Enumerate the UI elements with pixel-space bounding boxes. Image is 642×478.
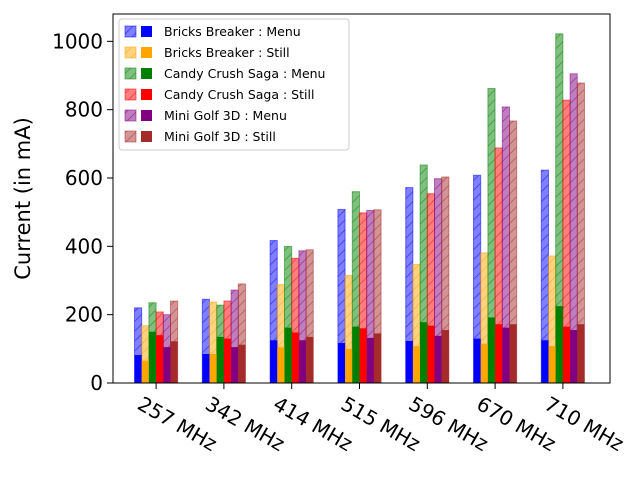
bar-candy-crush-saga-still-solid-257-mhz bbox=[156, 335, 164, 383]
bar-bricks-breaker-still-solid-257-mhz bbox=[141, 360, 149, 383]
legend-swatch-solid bbox=[141, 47, 152, 58]
bar-candy-crush-saga-menu-solid-515-mhz bbox=[352, 326, 360, 383]
bar-bricks-breaker-still-solid-342-mhz bbox=[209, 353, 217, 383]
legend-label: Mini Golf 3D : Still bbox=[164, 129, 276, 144]
bar-candy-crush-saga-menu-solid-670-mhz bbox=[487, 317, 496, 383]
legend-swatch-hatched bbox=[124, 46, 137, 59]
bar-bricks-breaker-still-solid-515-mhz bbox=[345, 348, 353, 383]
y-tick-label-200: 200 bbox=[65, 303, 103, 327]
legend-label: Candy Crush Saga : Menu bbox=[164, 66, 325, 81]
legend-entry-candy-crush-saga-menu: Candy Crush Saga : Menu bbox=[124, 66, 325, 81]
legend: Bricks Breaker : Menu Bricks Breaker : St… bbox=[118, 18, 350, 151]
bar-bricks-breaker-menu-solid-414-mhz bbox=[270, 340, 278, 383]
bar-candy-crush-saga-still-solid-414-mhz bbox=[291, 332, 299, 383]
plot-frame bbox=[112, 13, 611, 384]
bar-group-414-mhz bbox=[269, 240, 314, 384]
legend-swatch-solid bbox=[141, 26, 152, 37]
bar-mini-golf-3d-still-solid-670-mhz bbox=[509, 324, 517, 383]
bar-bricks-breaker-still-solid-414-mhz bbox=[277, 347, 285, 383]
bar-mini-golf-3d-still-solid-515-mhz bbox=[373, 333, 382, 383]
bar-candy-crush-saga-still-solid-670-mhz bbox=[495, 324, 503, 383]
y-tick-label-800: 800 bbox=[65, 98, 103, 122]
bar-candy-crush-saga-menu-solid-414-mhz bbox=[284, 327, 292, 383]
legend-entry-mini-golf-3d-menu: Mini Golf 3D : Menu bbox=[124, 108, 287, 123]
bar-group-670-mhz bbox=[473, 87, 518, 384]
bar-bricks-breaker-still-solid-710-mhz bbox=[548, 346, 556, 383]
bars-layer bbox=[134, 33, 585, 384]
bar-mini-golf-3d-menu-solid-670-mhz bbox=[502, 327, 510, 383]
legend-entry-mini-golf-3d-still: Mini Golf 3D : Still bbox=[124, 129, 276, 144]
legend-label: Bricks Breaker : Still bbox=[164, 45, 290, 60]
bar-bricks-breaker-still-solid-596-mhz bbox=[412, 346, 421, 383]
bar-candy-crush-saga-menu-solid-710-mhz bbox=[555, 306, 563, 383]
bar-group-342-mhz bbox=[201, 283, 247, 384]
legend-entry-bricks-breaker-still: Bricks Breaker : Still bbox=[124, 45, 290, 60]
y-tick-label-1000: 1000 bbox=[52, 29, 103, 53]
legend-swatch-solid bbox=[141, 68, 152, 79]
bar-candy-crush-saga-still-solid-342-mhz bbox=[223, 338, 232, 383]
bar-mini-golf-3d-still-solid-596-mhz bbox=[441, 330, 449, 383]
bar-candy-crush-saga-still-solid-515-mhz bbox=[359, 328, 367, 383]
legend-swatch-solid bbox=[141, 110, 152, 121]
y-axis: 0 200 400 600 800 1000 bbox=[52, 29, 113, 395]
bar-mini-golf-3d-still-solid-414-mhz bbox=[306, 336, 314, 383]
bar-bricks-breaker-menu-solid-670-mhz bbox=[473, 338, 481, 383]
legend-swatch-solid bbox=[141, 89, 152, 100]
legend-swatch-hatched bbox=[124, 25, 137, 38]
bar-group-515-mhz bbox=[337, 191, 382, 384]
legend-swatch-hatched bbox=[124, 88, 137, 101]
y-tick-label-0: 0 bbox=[90, 371, 103, 395]
bar-bricks-breaker-menu-solid-342-mhz bbox=[202, 353, 210, 383]
y-axis-title: Current (in mA) bbox=[11, 117, 35, 280]
bar-bricks-breaker-menu-solid-257-mhz bbox=[134, 354, 142, 383]
bar-group-257-mhz bbox=[134, 300, 179, 384]
legend-label: Candy Crush Saga : Still bbox=[164, 87, 314, 102]
legend-box bbox=[118, 18, 350, 151]
bar-bricks-breaker-menu-solid-596-mhz bbox=[405, 340, 413, 383]
bar-mini-golf-3d-menu-solid-342-mhz bbox=[231, 347, 239, 383]
bar-mini-golf-3d-still-solid-257-mhz bbox=[170, 341, 178, 383]
legend-swatch-hatched bbox=[124, 130, 137, 143]
bar-mini-golf-3d-menu-solid-414-mhz bbox=[298, 340, 307, 383]
bar-mini-golf-3d-menu-solid-257-mhz bbox=[163, 347, 171, 383]
bar-mini-golf-3d-menu-solid-596-mhz bbox=[434, 335, 442, 383]
legend-entry-bricks-breaker-menu: Bricks Breaker : Menu bbox=[124, 24, 301, 39]
bar-mini-golf-3d-menu-solid-710-mhz bbox=[570, 330, 578, 383]
bar-bricks-breaker-menu-solid-515-mhz bbox=[337, 343, 346, 383]
bar-mini-golf-3d-menu-solid-515-mhz bbox=[366, 337, 374, 383]
bar-candy-crush-saga-menu-solid-596-mhz bbox=[420, 322, 428, 383]
bar-mini-golf-3d-still-solid-342-mhz bbox=[238, 344, 246, 383]
legend-swatch-hatched bbox=[124, 109, 137, 122]
bar-group-596-mhz bbox=[405, 164, 450, 384]
bar-group-710-mhz bbox=[540, 33, 585, 384]
bar-bricks-breaker-menu-solid-710-mhz bbox=[541, 340, 549, 383]
bar-candy-crush-saga-menu-solid-342-mhz bbox=[216, 336, 224, 383]
legend-swatch-hatched bbox=[124, 67, 137, 80]
legend-label: Mini Golf 3D : Menu bbox=[164, 108, 287, 123]
bar-candy-crush-saga-still-solid-596-mhz bbox=[427, 325, 435, 383]
y-tick-label-600: 600 bbox=[65, 166, 103, 190]
y-tick-label-400: 400 bbox=[65, 234, 103, 258]
legend-label: Bricks Breaker : Menu bbox=[164, 24, 301, 39]
bar-mini-golf-3d-still-solid-710-mhz bbox=[577, 324, 585, 383]
legend-swatch-solid bbox=[141, 131, 152, 142]
bar-bricks-breaker-still-solid-670-mhz bbox=[480, 343, 488, 383]
bar-candy-crush-saga-still-solid-710-mhz bbox=[562, 326, 571, 383]
bar-candy-crush-saga-menu-solid-257-mhz bbox=[148, 331, 157, 383]
legend-entry-candy-crush-saga-still: Candy Crush Saga : Still bbox=[124, 87, 314, 102]
